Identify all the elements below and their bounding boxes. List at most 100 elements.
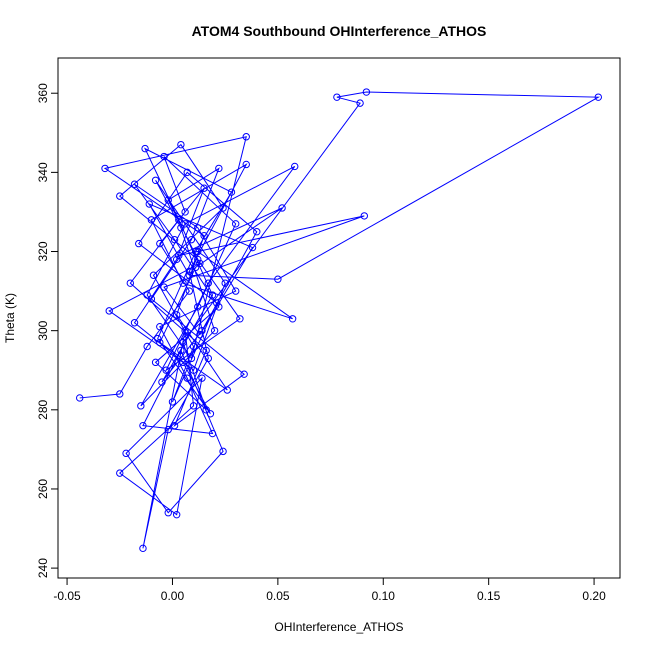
data-point (198, 326, 206, 335)
data-point (227, 188, 236, 196)
data-point (288, 315, 297, 323)
data-point (219, 447, 227, 456)
data-point (147, 216, 156, 224)
data-point (206, 410, 215, 418)
x-tick-label: 0.00 (161, 589, 185, 603)
data-point (240, 370, 248, 378)
y-axis-label: Theta (K) (3, 293, 17, 343)
chart-title: ATOM4 Southbound OHInterference_ATHOS (192, 23, 487, 39)
data-point (183, 374, 191, 382)
data-point (204, 354, 213, 363)
data-point (202, 406, 210, 414)
data-point (187, 235, 196, 244)
data-point (278, 204, 286, 212)
y-tick-label: 280 (36, 399, 50, 419)
data-point (198, 374, 206, 382)
data-point (170, 235, 179, 244)
data-point (181, 326, 189, 335)
data-point (172, 510, 181, 519)
data-point (151, 176, 160, 184)
y-tick-label: 300 (36, 320, 50, 340)
data-point (172, 255, 181, 264)
data-point (360, 212, 368, 220)
data-point (291, 162, 299, 171)
data-point (181, 208, 189, 216)
data-point (219, 204, 227, 212)
data-point (177, 346, 185, 355)
data-point (116, 192, 124, 200)
x-tick-label: -0.05 (53, 589, 81, 603)
data-point (185, 267, 194, 276)
data-point (151, 358, 160, 367)
data-point (189, 342, 198, 351)
data-point (156, 338, 164, 347)
data-point (242, 160, 250, 169)
y-tick-label: 240 (36, 558, 50, 578)
data-point (168, 398, 177, 406)
data-point (232, 220, 240, 228)
data-point (130, 180, 139, 188)
data-point (221, 279, 229, 287)
data-point (116, 390, 124, 398)
data-point (274, 275, 282, 283)
x-tick-label: 0.05 (266, 589, 290, 603)
data-point (143, 342, 151, 351)
data-point (196, 330, 204, 339)
data-point (179, 338, 187, 347)
data-point (143, 291, 151, 299)
data-point (76, 394, 84, 402)
data-point (137, 402, 145, 410)
data-point (594, 93, 602, 101)
data-point (170, 421, 179, 430)
data-point (135, 239, 143, 248)
x-tick-label: 0.10 (372, 589, 396, 603)
data-point (208, 291, 217, 299)
data-point (139, 421, 147, 430)
data-point (177, 224, 185, 232)
data-point (156, 239, 164, 248)
data-point (164, 196, 172, 204)
data-point (164, 509, 172, 517)
data-point (194, 303, 202, 311)
x-axis-label: OHInterference_ATHOS (274, 620, 403, 634)
data-point (141, 144, 149, 153)
data-point (215, 164, 223, 173)
data-point (356, 99, 364, 107)
data-point (175, 251, 183, 260)
data-point (232, 287, 240, 295)
y-tick-label: 320 (36, 241, 50, 261)
data-point (191, 247, 200, 256)
y-tick-label: 340 (36, 162, 50, 182)
data-point (253, 228, 261, 236)
data-point (122, 449, 130, 458)
data-point (248, 243, 257, 252)
data-point (236, 315, 244, 323)
data-point (162, 366, 170, 374)
data-point (333, 93, 341, 101)
data-point (126, 279, 135, 287)
data-point (215, 303, 223, 311)
data-point (189, 366, 198, 374)
data-point (145, 200, 153, 208)
data-point (172, 311, 181, 319)
data-point (242, 133, 250, 141)
data-point (160, 283, 168, 291)
data-point (362, 88, 371, 96)
y-tick-label: 360 (36, 83, 50, 103)
data-point (139, 544, 147, 553)
data-point (105, 307, 113, 315)
series-line (79, 91, 601, 549)
data-point (194, 255, 202, 264)
data-point (147, 295, 156, 303)
data-point (204, 279, 213, 287)
data-point (185, 271, 194, 279)
x-tick-label: 0.20 (582, 589, 606, 603)
data-point (158, 378, 166, 386)
data-point (223, 386, 231, 394)
data-point (160, 152, 168, 161)
data-point (185, 287, 194, 295)
data-point (116, 469, 124, 477)
data-point (164, 425, 172, 434)
y-tick-label: 260 (36, 479, 50, 499)
